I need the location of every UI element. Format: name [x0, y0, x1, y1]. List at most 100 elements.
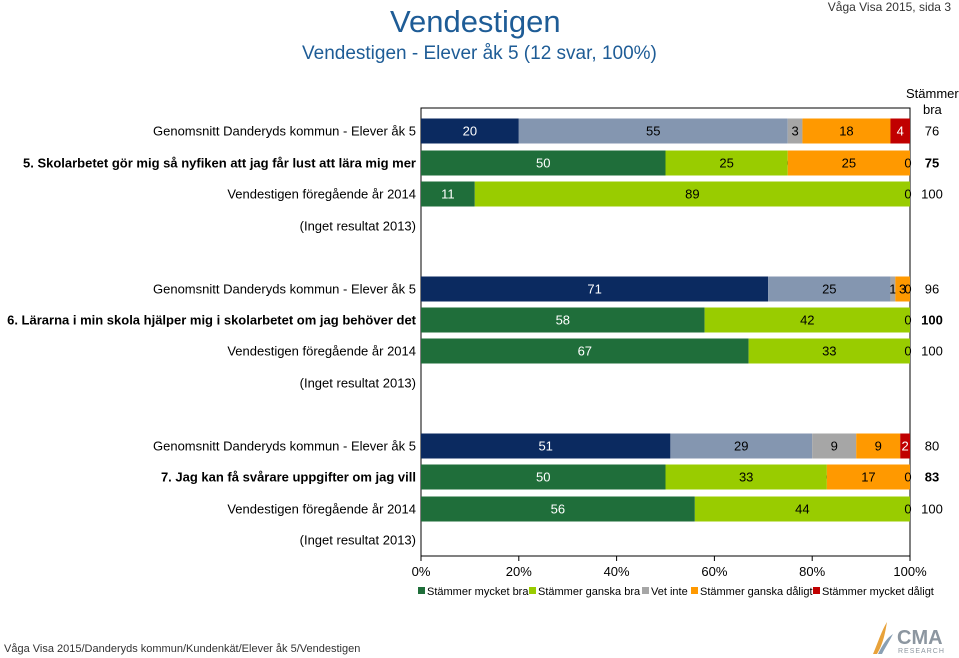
bar-value-label: 33	[822, 344, 836, 359]
legend-swatch	[691, 587, 698, 594]
bar-value-label: 17	[861, 470, 875, 485]
bar-value-label: 25	[842, 156, 856, 171]
legend-swatch	[418, 587, 425, 594]
legend-label: Stämmer ganska bra	[538, 586, 641, 598]
legend-label: Stämmer mycket dåligt	[822, 586, 934, 598]
x-tick-label: 0%	[412, 564, 431, 579]
bar-segment	[890, 118, 910, 144]
bar-segment	[421, 150, 666, 176]
bar-value-label: 42	[800, 313, 814, 328]
logo-text: CMA	[897, 627, 943, 649]
bar-value-label: 50	[536, 156, 550, 171]
bar-value-label: 56	[551, 502, 565, 517]
bar-segment	[895, 276, 910, 302]
score-value: 96	[925, 282, 939, 297]
page-info: Våga Visa 2015, sida 3	[827, 0, 951, 14]
bar-segment	[787, 150, 910, 176]
x-tick-label: 80%	[799, 564, 825, 579]
bar-segment	[694, 496, 910, 522]
x-tick-label: 100%	[893, 564, 927, 579]
score-value: 100	[921, 187, 943, 202]
legend-swatch	[529, 587, 536, 594]
bar-value-label: 50	[536, 470, 550, 485]
bar-value-label: 33	[739, 470, 753, 485]
bar-value-label: 71	[587, 282, 601, 297]
bar-value-label: 44	[795, 502, 809, 517]
score-column-header-line1: Stämmer	[906, 86, 959, 101]
row-label: 6. Lärarna i min skola hjälper mig i sko…	[7, 313, 417, 328]
bar-value-label: 89	[685, 187, 699, 202]
bar-value-label: 25	[822, 282, 836, 297]
bar-segment	[812, 433, 857, 459]
score-value: 100	[921, 313, 943, 328]
bar-segment	[802, 118, 891, 144]
bar-value-label: 4	[897, 124, 904, 139]
score-value: 100	[921, 344, 943, 359]
page-subtitle: Vendestigen - Elever åk 5 (12 svar, 100%…	[302, 43, 657, 64]
bar-segment	[890, 276, 896, 302]
bar-segment	[768, 276, 891, 302]
bar-value-label: 9	[831, 439, 838, 454]
bar-value-label: 0	[904, 282, 911, 297]
bar-segment	[421, 433, 671, 459]
x-tick-label: 60%	[701, 564, 727, 579]
bar-value-label: 9	[875, 439, 882, 454]
bar-value-label: 0	[904, 156, 911, 171]
legend-label: Stämmer ganska dåligt	[700, 586, 813, 598]
legend-label: Vet inte	[651, 586, 688, 598]
cma-research-logo: CMA RESEARCH	[873, 622, 944, 655]
row-label: (Inget resultat 2013)	[300, 533, 416, 548]
bar-value-label: 58	[556, 313, 570, 328]
bar-segment	[518, 118, 788, 144]
bar-segment	[421, 496, 695, 522]
logo-sail-icon-2	[878, 634, 893, 654]
x-tick-label: 20%	[506, 564, 532, 579]
bar-value-label: 20	[463, 124, 477, 139]
bar-segment	[421, 181, 475, 207]
page-title: Vendestigen	[390, 4, 561, 39]
bar-segment	[421, 276, 769, 302]
bar-segment	[748, 338, 910, 364]
bar-value-label: 29	[734, 439, 748, 454]
bar-segment	[421, 118, 519, 144]
legend-swatch	[813, 587, 820, 594]
bar-value-label: 0	[904, 502, 911, 517]
score-column-header-line2: bra	[922, 102, 942, 117]
legend-swatch	[642, 587, 649, 594]
bar-value-label: 0	[904, 344, 911, 359]
bar-segment	[421, 338, 749, 364]
bar-value-label: 1	[889, 282, 896, 297]
row-label: Vendestigen föregående år 2014	[227, 344, 416, 359]
bar-value-label: 0	[904, 313, 911, 328]
row-label: Genomsnitt Danderyds kommun - Elever åk …	[153, 124, 416, 139]
bar-value-label: 18	[839, 124, 853, 139]
score-value: 100	[921, 502, 943, 517]
score-value: 76	[925, 124, 939, 139]
row-label: 5. Skolarbetet gör mig så nyfiken att ja…	[23, 156, 416, 171]
bar-value-label: 0	[904, 470, 911, 485]
score-value: 75	[925, 156, 939, 171]
row-label: (Inget resultat 2013)	[300, 376, 416, 391]
x-tick-label: 40%	[604, 564, 630, 579]
row-label: Vendestigen föregående år 2014	[227, 502, 416, 517]
bar-value-label: 25	[719, 156, 733, 171]
score-value: 83	[925, 470, 939, 485]
bar-segment	[900, 433, 910, 459]
bar-segment	[856, 433, 901, 459]
score-value: 80	[925, 439, 939, 454]
bar-segment	[704, 307, 910, 333]
bar-value-label: 3	[899, 282, 906, 297]
row-label: (Inget resultat 2013)	[300, 219, 416, 234]
bar-value-label: 67	[578, 344, 592, 359]
bar-value-label: 0	[904, 187, 911, 202]
row-label: Vendestigen föregående år 2014	[227, 187, 416, 202]
logo-sail-icon	[873, 622, 887, 654]
bar-segment	[826, 464, 910, 490]
bar-value-label: 55	[646, 124, 660, 139]
bar-segment	[421, 464, 666, 490]
legend-label: Stämmer mycket bra	[427, 586, 529, 598]
row-label: 7. Jag kan få svårare uppgifter om jag v…	[161, 470, 416, 485]
bar-segment	[670, 433, 813, 459]
bar-segment	[787, 118, 803, 144]
bar-value-label: 51	[538, 439, 552, 454]
